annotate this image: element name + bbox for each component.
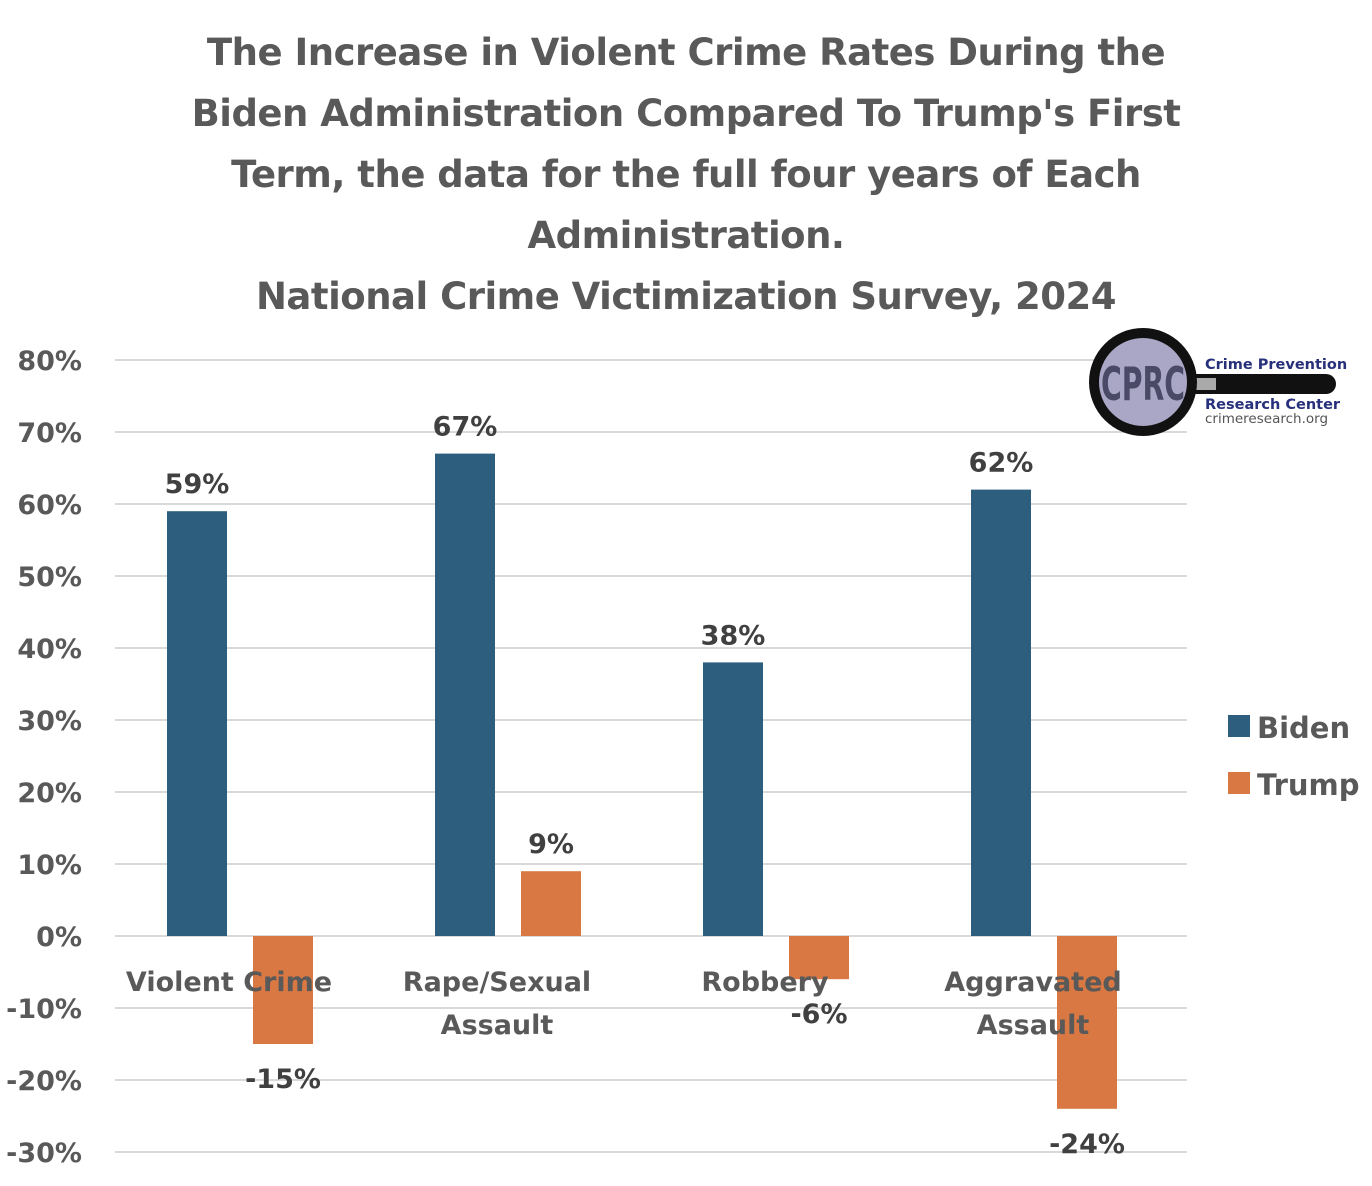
category-label: Violent Crime — [126, 967, 332, 998]
data-label: -15% — [245, 1064, 321, 1095]
legend-label-trump: Trump — [1257, 768, 1360, 802]
y-tick-label: -20% — [6, 1066, 82, 1097]
y-tick-label: 30% — [17, 706, 82, 737]
data-label: 62% — [969, 448, 1034, 479]
chart-title: The Increase in Violent Crime Rates Duri… — [0, 22, 1372, 327]
y-tick-label: 20% — [17, 778, 82, 809]
title-line: National Crime Victimization Survey, 202… — [255, 275, 1117, 318]
logo-line1: Crime Prevention — [1205, 357, 1347, 373]
magnifier-lens — [1099, 338, 1187, 426]
title-line: Administration. — [527, 214, 846, 257]
bar-biden — [703, 662, 763, 936]
category-label: Robbery — [701, 967, 829, 998]
y-tick-label: 60% — [17, 490, 82, 521]
legend-swatch-biden — [1228, 715, 1250, 737]
title-line: Term, the data for the full four years o… — [231, 153, 1141, 196]
title-line: The Increase in Violent Crime Rates Duri… — [206, 31, 1166, 74]
legend: Biden Trump — [1228, 711, 1360, 802]
bar-trump — [1057, 936, 1117, 1109]
data-label: 59% — [165, 469, 230, 500]
title-line: Biden Administration Compared To Trump's… — [191, 92, 1181, 135]
bar-biden — [167, 511, 227, 936]
bar-trump — [521, 871, 581, 936]
y-tick-label: -30% — [6, 1138, 82, 1169]
cprc-logo: CPRC Crime Prevention Research Center cr… — [1089, 328, 1347, 436]
y-tick-label: 50% — [17, 562, 82, 593]
category-label: Assault — [977, 1010, 1090, 1041]
category-label: Assault — [441, 1010, 554, 1041]
data-label: 67% — [433, 412, 498, 443]
bar-trump — [789, 936, 849, 980]
data-label: -6% — [790, 999, 847, 1030]
y-tick-label: 80% — [17, 346, 82, 377]
y-tick-label: 0% — [36, 922, 82, 953]
y-tick-label: 40% — [17, 634, 82, 665]
category-labels: Violent Crime Rape/Sexual Assault Robbery Ag… — [126, 967, 1122, 1041]
data-label: -24% — [1049, 1129, 1125, 1160]
category-label: Aggravated — [944, 967, 1121, 998]
logo-line2: Research Center — [1205, 397, 1341, 413]
y-tick-label: 10% — [17, 850, 82, 881]
y-axis: 80% 70% 60% 50% 40% 30% 20% 10% 0% -10% -20% -30% — [6, 346, 82, 1169]
data-labels: 59% -15% 67% 9% 38% -6% 62% -24% — [165, 412, 1125, 1160]
magnifier-handle-icon — [1186, 374, 1336, 394]
bars — [167, 453, 1117, 1109]
data-label: 9% — [528, 829, 574, 860]
legend-swatch-trump — [1228, 772, 1250, 794]
bar-biden — [971, 489, 1031, 936]
y-tick-label: 70% — [17, 418, 82, 449]
data-label: 38% — [701, 620, 766, 651]
logo-monogram: CPRC — [1101, 357, 1185, 411]
y-tick-label: -10% — [6, 994, 82, 1025]
category-label: Rape/Sexual — [403, 967, 591, 998]
bar-biden — [435, 453, 495, 936]
bar-trump — [253, 936, 313, 1044]
legend-label-biden: Biden — [1257, 711, 1350, 745]
logo-url: crimeresearch.org — [1205, 411, 1328, 427]
